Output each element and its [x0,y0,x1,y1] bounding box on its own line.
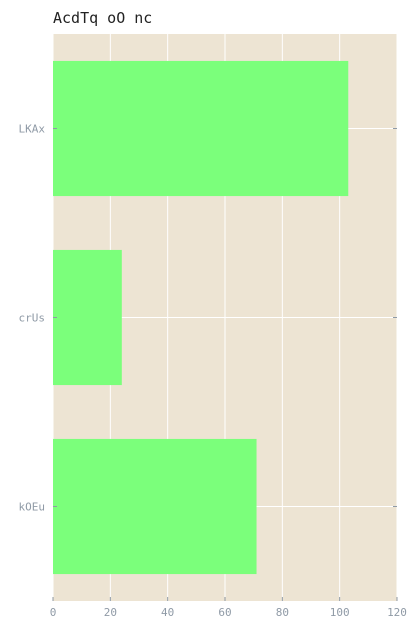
x-tick-label: 120 [387,606,407,619]
chart-title: AcdTq oO nc [53,9,152,27]
bar-crUs [53,249,122,386]
bar-LKAx [53,60,349,197]
x-tick-label: 0 [50,606,57,619]
x-tick-label: 100 [330,606,350,619]
x-tick-label: 80 [276,606,289,619]
x-tick-label: 60 [218,606,231,619]
x-axis: 0 20 40 60 80 100 120 [50,597,407,619]
y-tick-label: crUs [19,312,46,325]
y-tick-label: kOEu [19,501,46,514]
y-tick-label: LKAx [19,123,46,136]
y-axis: LKAx crUs kOEu [19,123,397,514]
x-tick-label: 40 [161,606,174,619]
x-tick-label: 20 [104,606,117,619]
bar-kOEu [53,438,257,575]
bars-group [53,60,349,575]
